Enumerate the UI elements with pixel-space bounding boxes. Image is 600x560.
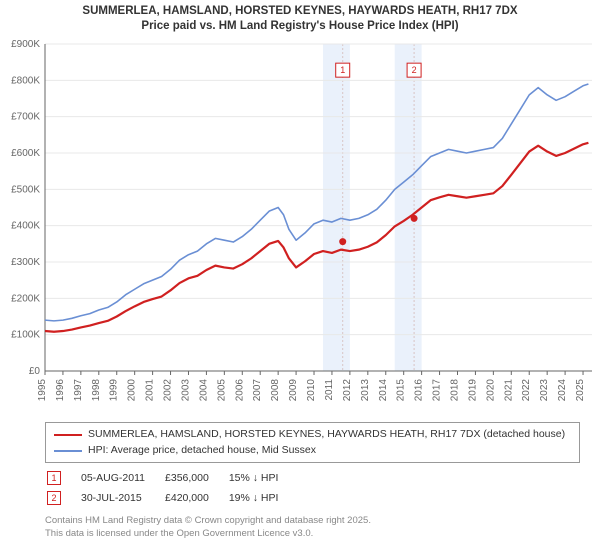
- legend-row: HPI: Average price, detached house, Mid …: [54, 443, 571, 459]
- x-tick-label: 2009: [288, 378, 299, 401]
- x-tick-label: 2011: [324, 378, 335, 400]
- sales-table: 1 05-AUG-2011£356,00015% ↓ HPI 2 30-JUL-201…: [45, 467, 298, 509]
- y-tick-label: £700K: [11, 112, 40, 123]
- x-tick-label: 1997: [73, 378, 84, 401]
- legend-label: HPI: Average price, detached house, Mid …: [88, 443, 316, 459]
- sale-dot: [411, 215, 418, 222]
- sale-dot: [339, 238, 346, 245]
- footer-line2: This data is licensed under the Open Gov…: [45, 528, 580, 540]
- x-tick-label: 2014: [378, 378, 389, 401]
- sales-price: £420,000: [165, 489, 227, 507]
- sales-date: 30-JUL-2015: [81, 489, 163, 507]
- sales-delta: 15% ↓ HPI: [229, 469, 297, 487]
- y-tick-label: £800K: [11, 75, 40, 86]
- x-tick-label: 2020: [485, 378, 496, 401]
- sales-row: 1 05-AUG-2011£356,00015% ↓ HPI: [47, 469, 296, 487]
- x-tick-label: 1999: [109, 378, 120, 401]
- y-tick-label: £300K: [11, 257, 40, 268]
- x-tick-label: 2008: [270, 378, 281, 401]
- x-tick-label: 2005: [216, 378, 227, 401]
- legend-row: SUMMERLEA, HAMSLAND, HORSTED KEYNES, HAY…: [54, 427, 571, 443]
- x-tick-label: 2006: [234, 378, 245, 401]
- y-tick-label: £100K: [11, 330, 40, 341]
- x-tick-label: 2010: [306, 378, 317, 401]
- x-tick-label: 2001: [145, 378, 156, 401]
- sales-price: £356,000: [165, 469, 227, 487]
- x-tick-label: 2012: [342, 378, 353, 401]
- legend-swatch: [54, 434, 82, 436]
- y-tick-label: £200K: [11, 293, 40, 304]
- y-tick-label: £600K: [11, 148, 40, 159]
- y-tick-label: £400K: [11, 221, 40, 232]
- x-tick-label: 1996: [55, 378, 66, 401]
- x-tick-label: 2015: [396, 378, 407, 401]
- x-tick-label: 2017: [432, 378, 443, 401]
- chart-title-block: SUMMERLEA, HAMSLAND, HORSTED KEYNES, HAY…: [0, 0, 600, 36]
- title-line2: Price paid vs. HM Land Registry's House …: [0, 19, 600, 34]
- x-tick-label: 2004: [198, 378, 209, 401]
- sales-date: 05-AUG-2011: [81, 469, 163, 487]
- chart-svg: £0 £100K £200K £300K £400K £500K £600K £700K £80…: [0, 36, 600, 416]
- series-hpi: [45, 84, 588, 321]
- x-tick-label: 2021: [503, 378, 514, 401]
- x-tick-label: 2016: [414, 378, 425, 401]
- legend: SUMMERLEA, HAMSLAND, HORSTED KEYNES, HAY…: [45, 422, 580, 464]
- x-tick-label: 2002: [163, 378, 174, 401]
- sales-marker: 2: [47, 491, 61, 505]
- y-tick-label: £900K: [11, 39, 40, 50]
- x-tick-label: 2013: [360, 378, 371, 401]
- highlight-band: [323, 44, 350, 371]
- x-tick-label: 2003: [180, 378, 191, 401]
- series-price_paid: [45, 143, 588, 332]
- marker-number: 1: [340, 65, 345, 75]
- sales-delta: 19% ↓ HPI: [229, 489, 297, 507]
- x-tick-label: 2019: [467, 378, 478, 401]
- legend-label: SUMMERLEA, HAMSLAND, HORSTED KEYNES, HAY…: [88, 427, 565, 443]
- sales-marker: 1: [47, 471, 61, 485]
- x-tick-label: 2000: [127, 378, 138, 401]
- x-tick-label: 2022: [521, 378, 532, 401]
- sales-row: 2 30-JUL-2015£420,00019% ↓ HPI: [47, 489, 296, 507]
- footer-line1: Contains HM Land Registry data © Crown c…: [45, 515, 580, 527]
- x-tick-label: 1995: [37, 378, 48, 401]
- x-tick-label: 2023: [539, 378, 550, 401]
- y-tick-label: £0: [29, 366, 41, 377]
- highlight-band: [395, 44, 422, 371]
- x-tick-label: 2025: [575, 378, 586, 401]
- title-line1: SUMMERLEA, HAMSLAND, HORSTED KEYNES, HAY…: [0, 4, 600, 19]
- x-tick-label: 2024: [557, 378, 568, 401]
- chart-area: £0 £100K £200K £300K £400K £500K £600K £700K £80…: [0, 36, 600, 416]
- legend-swatch: [54, 450, 82, 452]
- x-tick-label: 1998: [91, 378, 102, 401]
- footer: Contains HM Land Registry data © Crown c…: [45, 515, 580, 540]
- marker-number: 2: [412, 65, 417, 75]
- y-tick-label: £500K: [11, 184, 40, 195]
- x-tick-label: 2007: [252, 378, 263, 401]
- x-tick-label: 2018: [449, 378, 460, 401]
